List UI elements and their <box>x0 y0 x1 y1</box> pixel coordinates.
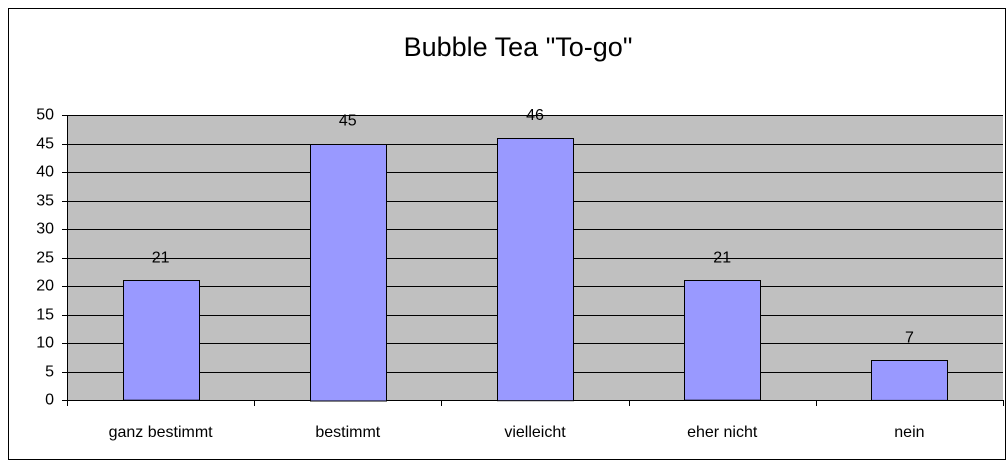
bar <box>123 280 200 401</box>
data-label: 45 <box>339 113 357 130</box>
y-tick-label: 50 <box>36 107 54 124</box>
y-tick-label: 45 <box>36 136 54 153</box>
x-tick-label: eher nicht <box>687 424 758 441</box>
y-tick-label: 25 <box>36 250 54 267</box>
bar <box>684 280 761 401</box>
data-label: 46 <box>526 107 544 124</box>
chart-title: Bubble Tea "To-go" <box>404 32 633 62</box>
y-tick-label: 30 <box>36 221 54 238</box>
bar <box>310 144 387 402</box>
y-tick-label: 20 <box>36 278 54 295</box>
y-tick-label: 5 <box>45 364 54 381</box>
x-tick-label: vielleicht <box>504 424 566 441</box>
bar <box>871 360 948 401</box>
y-tick-label: 15 <box>36 307 54 324</box>
data-label: 21 <box>152 250 170 267</box>
x-tick-label: ganz bestimmt <box>109 424 214 441</box>
y-tick-label: 0 <box>45 392 54 409</box>
y-tick-label: 40 <box>36 164 54 181</box>
x-tick-label: nein <box>894 424 924 441</box>
y-tick-label: 35 <box>36 193 54 210</box>
bar <box>497 138 574 402</box>
data-label: 21 <box>713 250 731 267</box>
x-tick-label: bestimmt <box>315 424 380 441</box>
data-label: 7 <box>905 329 914 346</box>
y-tick-label: 10 <box>36 335 54 352</box>
